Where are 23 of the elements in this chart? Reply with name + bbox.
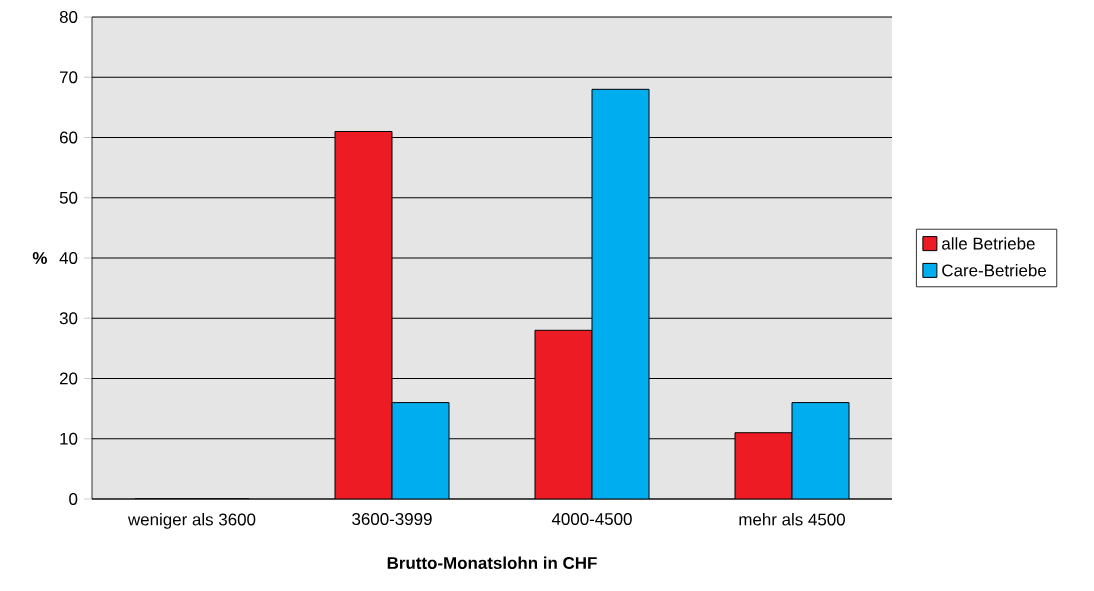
- y-tick-label: 0: [69, 493, 78, 505]
- x-tick-label: 4000-4500: [551, 513, 632, 526]
- y-axis-title: %: [32, 252, 47, 264]
- x-tick-label: weniger als 3600: [127, 513, 256, 529]
- bar: [534, 329, 593, 499]
- bar: [791, 402, 850, 499]
- legend-label: Care-Betriebe: [942, 263, 1047, 277]
- y-tick-label: 70: [59, 71, 78, 84]
- x-tick-label: 3600-3999: [352, 513, 432, 526]
- y-tick-label: 20: [59, 372, 78, 385]
- y-tick-label: 30: [59, 312, 78, 325]
- bar: [734, 432, 793, 499]
- x-axis-title: Brutto-Monatslohn in CHF: [387, 556, 597, 569]
- bar: [334, 130, 393, 499]
- y-tick-label: 80: [59, 11, 78, 23]
- bar: [591, 88, 650, 499]
- bar: [391, 402, 450, 499]
- y-tick-label: 40: [59, 252, 78, 264]
- y-tick-label: 50: [59, 191, 78, 204]
- x-tick-label: mehr als 4500: [739, 513, 845, 526]
- y-tick-label: 60: [59, 131, 78, 144]
- legend-label: alle Betriebe: [942, 237, 1035, 250]
- y-tick-label: 10: [60, 432, 78, 445]
